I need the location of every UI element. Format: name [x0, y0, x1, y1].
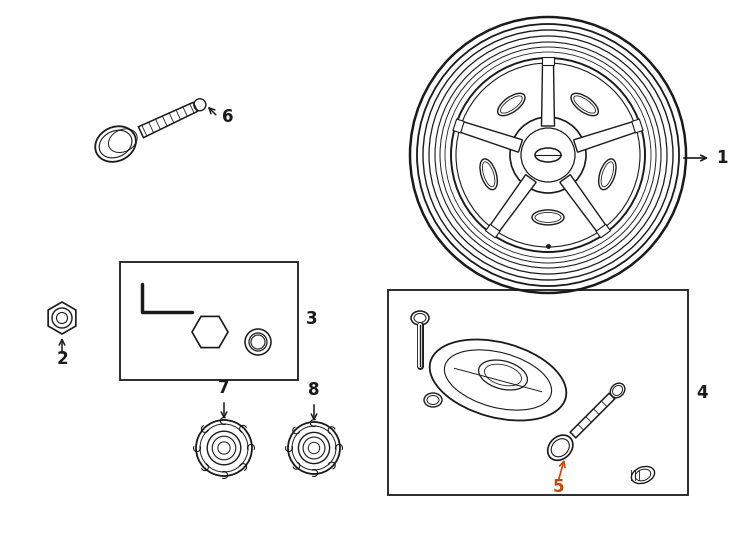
Text: 2: 2: [57, 350, 68, 368]
Polygon shape: [139, 103, 197, 138]
Polygon shape: [453, 119, 465, 133]
Polygon shape: [632, 119, 643, 133]
Polygon shape: [192, 316, 228, 348]
Text: 5: 5: [552, 478, 564, 496]
Text: 1: 1: [716, 149, 727, 167]
Polygon shape: [542, 57, 554, 65]
Polygon shape: [542, 64, 554, 126]
Text: 4: 4: [696, 383, 708, 402]
Text: 3: 3: [306, 310, 318, 328]
Text: 8: 8: [308, 381, 320, 399]
Bar: [388, 290, 688, 495]
Polygon shape: [490, 174, 537, 232]
Bar: [120, 262, 298, 380]
Polygon shape: [596, 224, 611, 238]
Text: 7: 7: [218, 379, 230, 397]
Text: 6: 6: [222, 108, 233, 126]
Polygon shape: [486, 224, 500, 238]
Polygon shape: [48, 302, 76, 334]
Polygon shape: [570, 393, 614, 438]
Polygon shape: [459, 122, 523, 152]
Polygon shape: [560, 174, 606, 232]
Polygon shape: [573, 122, 636, 152]
